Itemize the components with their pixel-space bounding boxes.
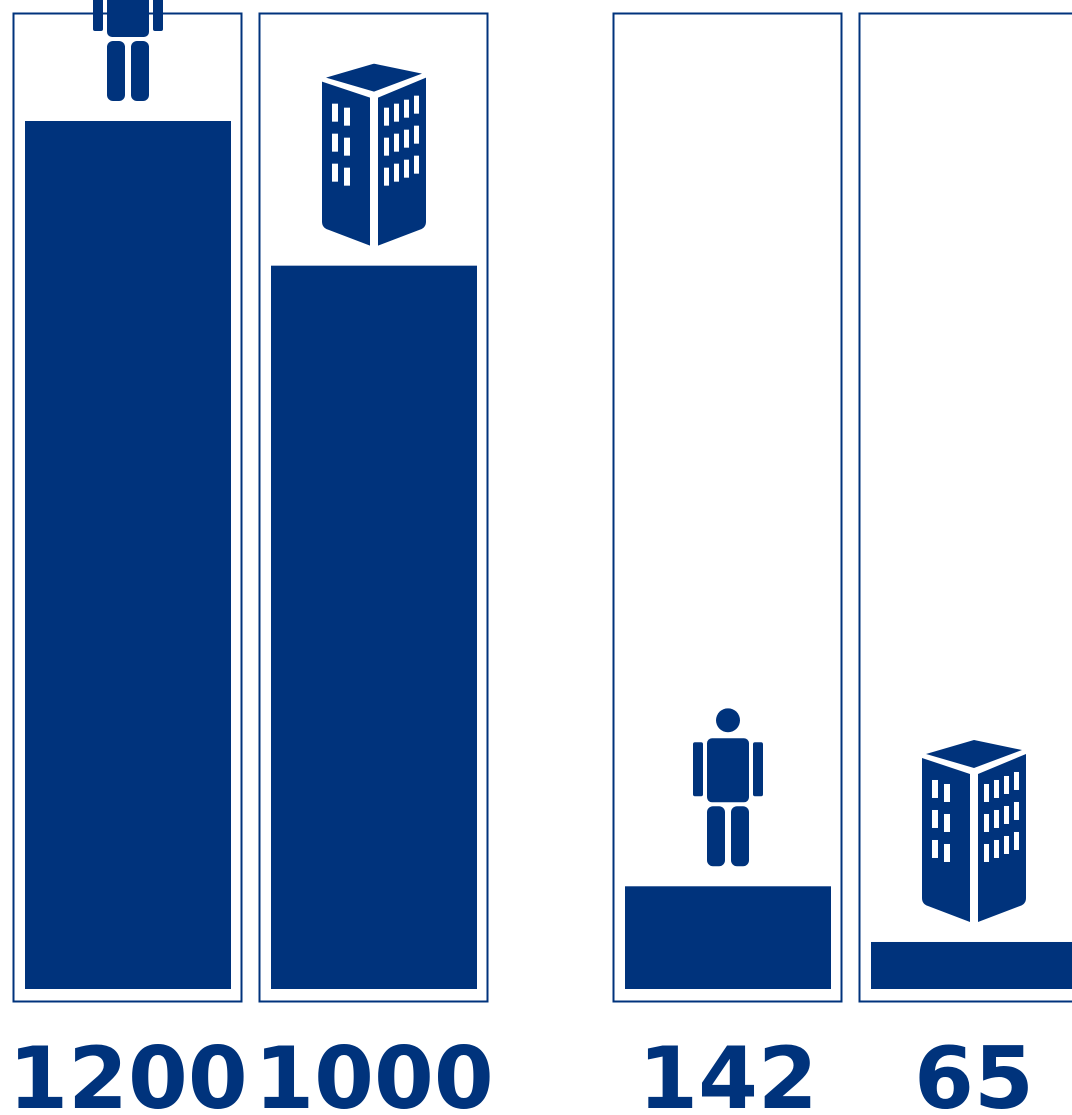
bar — [271, 265, 477, 990]
bar — [871, 941, 1072, 989]
column-group: 1200 — [8, 0, 248, 1115]
building-icon — [922, 739, 1026, 922]
value-label: 1200 — [8, 1029, 247, 1115]
column-frame — [258, 12, 489, 1003]
column-group: 1000 — [254, 12, 494, 1115]
bar — [625, 886, 831, 989]
column-group: 142 — [612, 12, 843, 1115]
value-label: 142 — [638, 1029, 818, 1115]
person-icon — [93, 0, 163, 101]
column-frame — [612, 12, 843, 1003]
person-icon — [693, 708, 763, 867]
building-icon — [322, 63, 426, 246]
column-frame — [858, 12, 1072, 1003]
column-group: 65 — [858, 12, 1072, 1115]
bar — [25, 121, 231, 989]
value-label: 65 — [914, 1029, 1034, 1115]
value-label: 1000 — [254, 1029, 493, 1115]
